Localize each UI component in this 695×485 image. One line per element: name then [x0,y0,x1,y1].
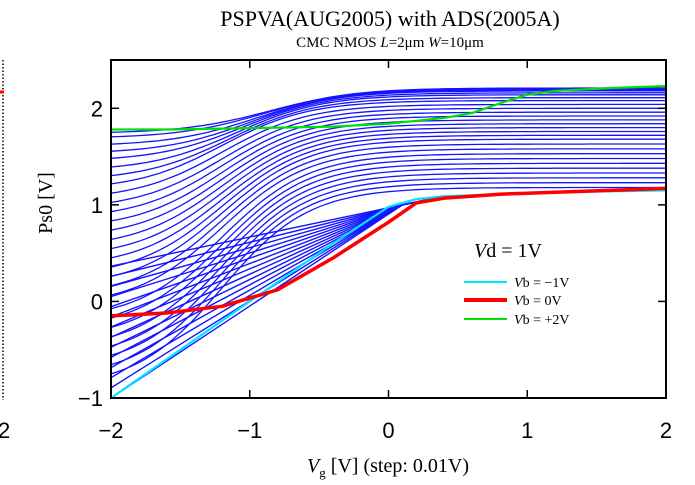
x-axis-label-symbol: V [307,455,322,477]
legend-label-vb-plus2: Vb = +2V [514,313,569,328]
left-panel-x-tick-label: 2 [0,418,10,443]
family-curve-18 [110,107,666,204]
subtitle-l-symbol: L [380,35,389,51]
family-curve-9 [110,143,666,287]
family-curve-16 [110,115,666,222]
chart-subtitle: CMC NMOS L=2μm W=10μm [110,35,670,52]
x-axis-label: Vg [V] (step: 0.01V) [307,455,469,480]
left-panel-fragment: 2 [0,60,10,443]
subtitle-w-symbol: W [428,35,441,51]
family-curve-1 [110,182,666,366]
subtitle-prefix: CMC NMOS [296,35,381,51]
family-curve-22 [110,94,666,168]
family-curve-2 [110,177,666,356]
legend: Vd = 1V Vb = −1V Vb = 0V Vb = +2V [464,240,569,328]
family-curve-17 [110,111,666,213]
plot-curves [110,85,667,399]
legend-title: Vd = 1V [474,240,542,262]
x-tick-label-3: 1 [521,418,533,443]
legend-label-vb-0: Vb = 0V [514,294,562,309]
family-curve-23 [110,92,666,159]
family-curve-11 [110,134,666,268]
legend-label-vb-minus1-text: b = −1V [523,276,570,291]
family-curve-0 [110,186,666,375]
legend-label-vb-plus2-symbol: V [514,313,524,328]
family-curve-3 [110,172,666,347]
family-curve-13 [110,126,666,250]
legend-label-vb-minus1-symbol: V [514,276,524,291]
family-curve-14 [110,123,666,241]
legend-label-vb-0-symbol: V [514,294,524,309]
x-axis-label-text: [V] (step: 0.01V) [326,455,469,477]
family-curve-19 [110,103,666,194]
family-curve-20 [110,99,666,185]
family-curve-5 [110,162,666,329]
subtitle-w-value: =10μm [440,35,484,51]
legend-label-vb-0-text: b = 0V [523,294,562,309]
x-tick-label-2: 0 [382,418,394,443]
family-curve-6 [110,157,666,319]
x-tick-label-4: 2 [660,418,672,443]
legend-title-symbol: V [474,240,489,262]
family-curve-27 [110,87,666,133]
y-tick-label-0: −1 [78,386,103,411]
series-vb-0 [110,186,667,318]
family-curve-8 [110,148,666,296]
y-tick-label-3: 2 [91,96,103,121]
legend-title-text: d = 1V [486,240,542,262]
family-curve-15 [110,119,666,231]
legend-label-vb-plus2-text: b = +2V [523,313,570,328]
chart-title: PSPVA(AUG2005) with ADS(2005A) [220,6,560,31]
family-curve-12 [110,130,666,259]
family-curve-10 [110,138,666,277]
family-curve-4 [110,167,666,338]
x-axis-label-subscript: g [319,465,326,480]
y-axis-label: Ps0 [V] [35,172,57,234]
x-tick-label-0: −2 [98,418,123,443]
subtitle-l-value: =2μm [388,35,429,51]
y-tick-label-2: 1 [91,193,103,218]
series-vb-plus2 [111,85,667,131]
x-tick-label-1: −1 [237,418,262,443]
axis-ticks: −2 −1 0 1 2 −1 0 1 2 [78,60,672,443]
legend-label-vb-minus1: Vb = −1V [514,276,569,291]
y-tick-label-1: 0 [91,289,103,314]
family-curve-21 [110,97,666,177]
family-curve-7 [110,153,666,310]
